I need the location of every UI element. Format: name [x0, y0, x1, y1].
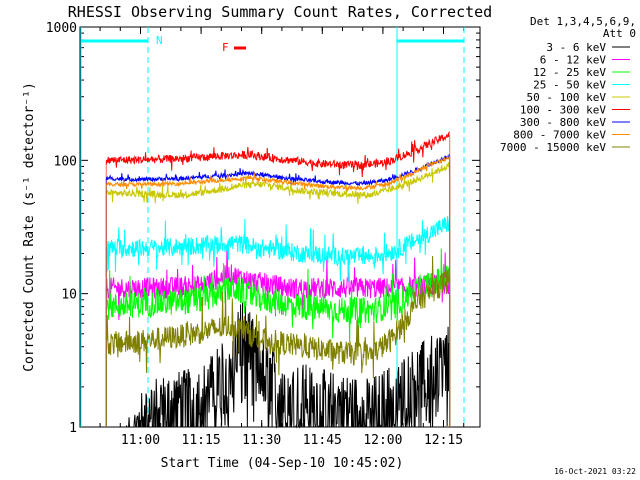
axis-ticks: [80, 26, 480, 428]
night-intervals: N: [80, 27, 465, 427]
flare-marker: F: [222, 41, 246, 54]
legend-label: 6 - 12 keV: [540, 54, 607, 67]
series-line-0: [106, 302, 451, 429]
y-tick-labels: 1 10 100 1000: [46, 21, 77, 436]
x-tick-labels: 11:00 11:15 11:30 11:45 12:00 12:15: [121, 433, 463, 448]
series-line-2: [105, 248, 451, 350]
x-axis-label: Start Time (04-Sep-10 10:45:02): [161, 456, 404, 471]
legend-label: 7000 - 15000 keV: [500, 141, 606, 154]
y-tick-label: 1000: [46, 21, 77, 36]
y-tick-label: 1: [69, 421, 77, 436]
series-line-4: [105, 161, 451, 204]
series-line-8: [105, 255, 450, 379]
plot-frame: [79, 26, 481, 428]
series-line-6: [105, 153, 450, 187]
legend-label: 50 - 100 keV: [527, 91, 607, 104]
legend-label: 300 - 800 keV: [520, 116, 606, 129]
series-lines: [105, 131, 451, 429]
legend-title-line1: Det 1,3,4,5,6,9,: [530, 15, 636, 28]
y-tick-label: 100: [54, 154, 77, 169]
chart-title: RHESSI Observing Summary Count Rates, Co…: [68, 3, 492, 21]
x-tick-label: 11:00: [121, 433, 160, 448]
x-tick-label: 11:45: [303, 433, 342, 448]
legend-label: 25 - 50 keV: [533, 79, 606, 92]
night-label: N: [156, 34, 163, 47]
legend-label: 3 - 6 keV: [546, 41, 606, 54]
series-line-7: [105, 154, 451, 192]
x-tick-label: 11:15: [182, 433, 221, 448]
legend-label: 800 - 7000 keV: [513, 129, 606, 142]
timestamp: 16-Oct-2021 03:22: [554, 467, 636, 476]
x-tick-label: 12:00: [363, 433, 402, 448]
legend-title-line2: Att 0: [603, 27, 636, 40]
flare-label: F: [222, 41, 229, 54]
y-axis-label: Corrected Count Rate (s⁻¹ detector⁻¹): [22, 82, 37, 372]
y-tick-label: 10: [61, 288, 77, 303]
series-line-5: [105, 131, 450, 178]
x-tick-label: 12:15: [424, 433, 463, 448]
series-line-3: [105, 215, 451, 282]
x-tick-label: 11:30: [242, 433, 281, 448]
legend-label: 100 - 300 keV: [520, 104, 606, 117]
legend-label: 12 - 25 keV: [533, 66, 606, 79]
